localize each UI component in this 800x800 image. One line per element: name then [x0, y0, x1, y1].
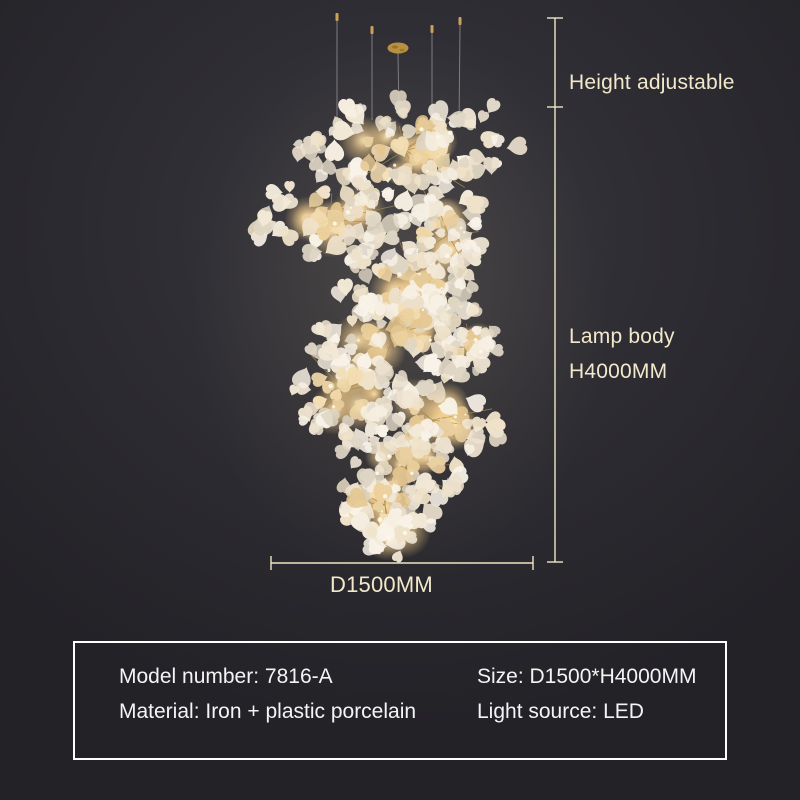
ceiling-canopy [387, 42, 409, 54]
spec-model-number: Model number: 7816-A [119, 665, 333, 688]
lamp-body-label: Lamp body H4000MM [569, 319, 675, 389]
spec-box: Model number: 7816-A Size: D1500*H4000MM… [73, 641, 727, 760]
spec-light-source: Light source: LED [477, 700, 644, 723]
spec-size: Size: D1500*H4000MM [477, 665, 697, 688]
spec-material: Material: Iron + plastic porcelain [119, 700, 417, 723]
height-adjustable-label: Height adjustable [569, 71, 735, 94]
lamp-body-label-line1: Lamp body [569, 325, 675, 348]
led-light-points [327, 127, 483, 540]
lamp-body-label-line2: H4000MM [569, 360, 668, 383]
diameter-label: D1500MM [330, 572, 433, 597]
wire-connector-tips [335, 13, 462, 34]
dimension-lines [270, 17, 563, 570]
